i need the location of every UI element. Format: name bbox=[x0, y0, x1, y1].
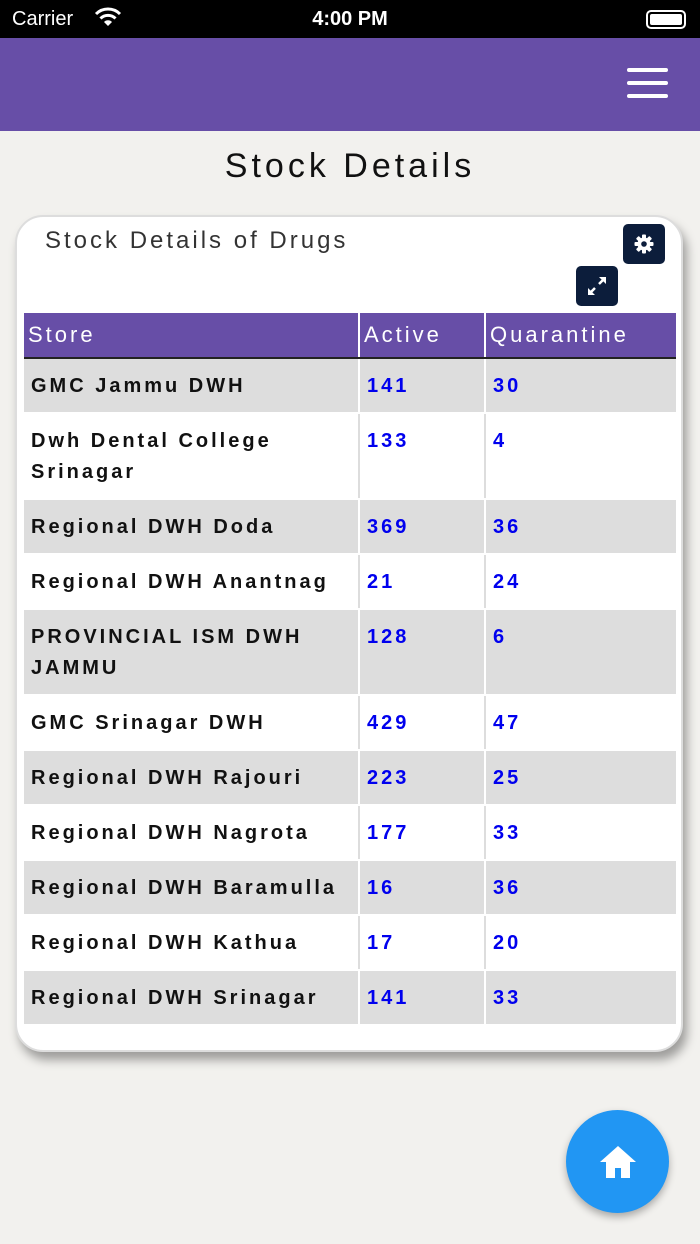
navbar bbox=[0, 38, 700, 131]
store-cell: Regional DWH Doda bbox=[24, 499, 360, 555]
carrier-label: Carrier bbox=[12, 8, 74, 30]
quarantine-cell: 33 bbox=[485, 805, 676, 861]
active-cell: 17 bbox=[359, 915, 486, 971]
active-cell: 128 bbox=[359, 609, 486, 696]
active-cell: 177 bbox=[359, 805, 486, 861]
table-row[interactable]: Regional DWH Baramulla 16 36 bbox=[24, 860, 676, 916]
store-cell: Regional DWH Anantnag bbox=[24, 554, 360, 610]
quarantine-cell: 20 bbox=[485, 915, 676, 971]
table-row[interactable]: Regional DWH Anantnag 21 24 bbox=[24, 554, 676, 610]
active-cell: 133 bbox=[359, 413, 486, 500]
column-header-quarantine[interactable]: Quarantine bbox=[485, 313, 676, 359]
store-cell: Regional DWH Kathua bbox=[24, 915, 360, 971]
active-cell: 429 bbox=[359, 695, 486, 751]
table-header-row: Store Active Quarantine bbox=[24, 313, 676, 359]
active-cell: 141 bbox=[359, 970, 486, 1026]
column-header-store[interactable]: Store bbox=[24, 313, 360, 359]
gear-icon bbox=[634, 234, 654, 254]
quarantine-cell: 30 bbox=[485, 358, 676, 414]
store-cell: Regional DWH Rajouri bbox=[24, 750, 360, 806]
quarantine-cell: 36 bbox=[485, 499, 676, 555]
table-row[interactable]: Regional DWH Kathua 17 20 bbox=[24, 915, 676, 971]
table-row[interactable]: Regional DWH Nagrota 177 33 bbox=[24, 805, 676, 861]
table-row[interactable]: Regional DWH Srinagar 141 33 bbox=[24, 970, 676, 1026]
store-cell: GMC Jammu DWH bbox=[24, 358, 360, 414]
quarantine-cell: 4 bbox=[485, 413, 676, 500]
active-cell: 21 bbox=[359, 554, 486, 610]
table-row[interactable]: PROVINCIAL ISM DWH JAMMU 128 6 bbox=[24, 609, 676, 696]
store-cell: Regional DWH Nagrota bbox=[24, 805, 360, 861]
table-row[interactable]: Dwh Dental College Srinagar 133 4 bbox=[24, 413, 676, 500]
wifi-icon bbox=[94, 6, 122, 34]
expand-icon bbox=[588, 277, 606, 295]
active-cell: 16 bbox=[359, 860, 486, 916]
status-bar: Carrier 4:00 PM bbox=[0, 0, 700, 38]
hamburger-icon[interactable] bbox=[627, 68, 668, 107]
quarantine-cell: 6 bbox=[485, 609, 676, 696]
home-button[interactable] bbox=[566, 1110, 669, 1213]
page-title: Stock Details bbox=[224, 147, 476, 185]
column-header-active[interactable]: Active bbox=[359, 313, 486, 359]
active-cell: 223 bbox=[359, 750, 486, 806]
settings-button[interactable] bbox=[623, 224, 665, 264]
table-row[interactable]: GMC Jammu DWH 141 30 bbox=[24, 358, 676, 414]
active-cell: 369 bbox=[359, 499, 486, 555]
quarantine-cell: 25 bbox=[485, 750, 676, 806]
quarantine-cell: 24 bbox=[485, 554, 676, 610]
store-cell: Dwh Dental College Srinagar bbox=[24, 413, 360, 500]
clock: 4:00 PM bbox=[312, 8, 388, 30]
stock-card: Stock Details of Drugs Store Active Quar… bbox=[15, 215, 683, 1052]
table-row[interactable]: Regional DWH Rajouri 223 25 bbox=[24, 750, 676, 806]
store-cell: GMC Srinagar DWH bbox=[24, 695, 360, 751]
active-cell: 141 bbox=[359, 358, 486, 414]
table-row[interactable]: GMC Srinagar DWH 429 47 bbox=[24, 695, 676, 751]
table-row[interactable]: Regional DWH Doda 369 36 bbox=[24, 499, 676, 555]
store-cell: Regional DWH Baramulla bbox=[24, 860, 360, 916]
quarantine-cell: 47 bbox=[485, 695, 676, 751]
card-title: Stock Details of Drugs bbox=[45, 227, 349, 254]
home-icon bbox=[599, 1145, 636, 1178]
expand-button[interactable] bbox=[576, 266, 618, 306]
quarantine-cell: 33 bbox=[485, 970, 676, 1026]
store-cell: Regional DWH Srinagar bbox=[24, 970, 360, 1026]
store-cell: PROVINCIAL ISM DWH JAMMU bbox=[24, 609, 360, 696]
quarantine-cell: 36 bbox=[485, 860, 676, 916]
battery-icon bbox=[646, 10, 686, 29]
stock-table: Store Active Quarantine GMC Jammu DWH 141… bbox=[24, 313, 676, 1026]
